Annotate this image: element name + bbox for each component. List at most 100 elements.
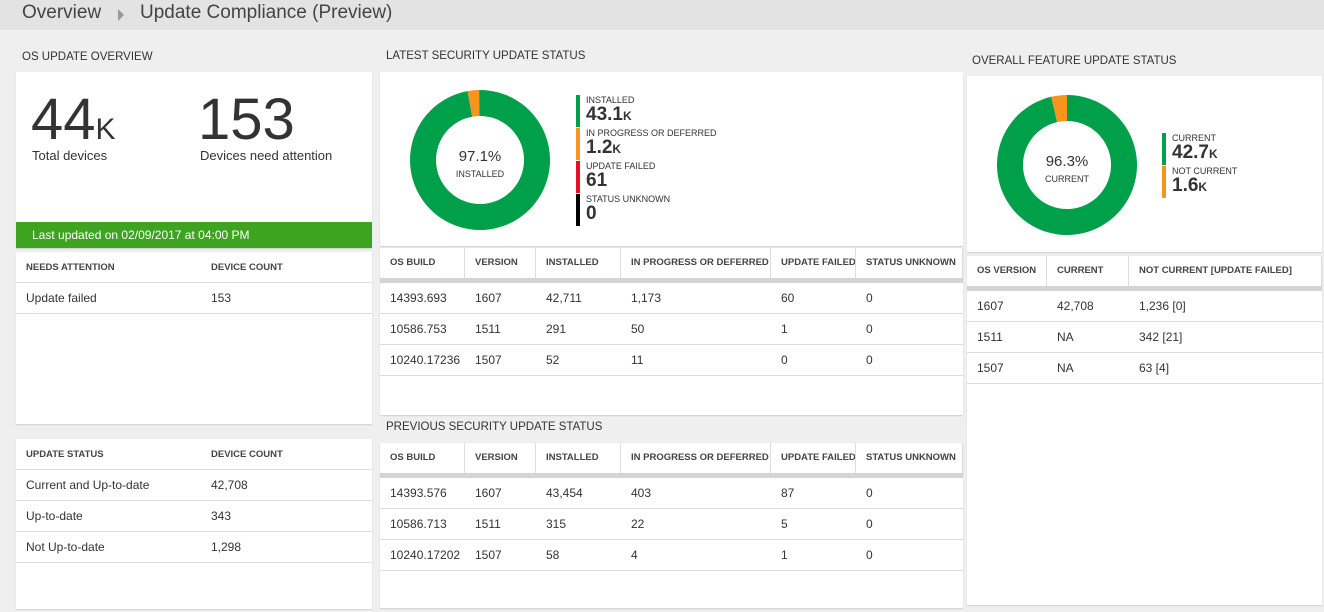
column-header: UPDATE FAILED [771,443,856,473]
table-tile: OS BUILD VERSION INSTALLED IN PROGRESS OR D… [380,248,963,415]
donut-center-label: CURRENT [1045,174,1090,184]
legend-value: 1.6K [1172,175,1208,196]
column-header: NOT CURRENT [UPDATE FAILED] [1129,256,1322,286]
table-cell: Up-to-date [26,509,83,523]
table-cell: 11 [631,353,644,367]
table-row: 1507 NA 63 [4] [967,353,1322,384]
last-updated: Last updated on 02/09/2017 at 04:00 PM [32,228,250,242]
legend-item: STATUS UNKNOWN 0 [576,194,717,227]
table-header: OS BUILD VERSION INSTALLED IN PROGRESS OR D… [380,443,963,478]
column-header: CURRENT [1047,256,1129,286]
legend-swatch [576,161,580,193]
table-cell: 58 [546,548,560,562]
table-row: Update failed 153 [16,283,372,314]
table-cell: 403 [631,486,652,500]
table-cell: 0 [866,486,873,500]
table: UPDATE STATUS DEVICE COUNT Current and Up-… [16,439,372,563]
column-header: STATUS UNKNOWN [856,443,963,473]
table-tile: OS VERSION CURRENT NOT CURRENT [UPDATE FAI… [967,256,1322,605]
legend-value: 0 [586,203,597,224]
donut-center-label: INSTALLED [456,169,505,179]
donut-segment [410,90,550,231]
legend-item: UPDATE FAILED 61 [576,161,717,194]
table-cell: 291 [546,322,567,336]
table-cell: 43,454 [546,486,583,500]
column-header: NEEDS ATTENTION [26,261,115,273]
table-cell: 0 [866,548,873,562]
table-cell: 0 [866,353,873,367]
table-row: Not Up-to-date 1,298 [16,532,372,563]
donut-segment [479,90,480,117]
table-cell: 50 [631,322,645,336]
table-row: 10240.17236 1507 52 11 0 0 [380,345,963,376]
kpi-value: 153 [198,87,295,152]
table-cell: 1 [781,322,788,336]
section-title: OVERALL FEATURE UPDATE STATUS [972,55,1177,67]
table-header: OS VERSION CURRENT NOT CURRENT [UPDATE FAI… [967,256,1322,291]
donut-chart: 96.3% CURRENT [997,95,1137,236]
table-cell: 1607 [475,291,502,305]
table-cell: 10240.17202 [390,548,461,562]
donut-segment [467,90,480,117]
table-cell: 1,173 [631,291,662,305]
table-cell: 153 [211,291,232,305]
legend-label: INSTALLED [586,95,635,105]
table-row: Up-to-date 343 [16,501,372,532]
table-tile: NEEDS ATTENTION DEVICE COUNT Update failed… [16,252,372,424]
table-row: 10240.17202 1507 58 4 1 0 [380,540,963,571]
table-cell: 1507 [475,548,502,562]
column-header: IN PROGRESS OR DEFERRED [621,443,771,473]
last-updated-bar: Last updated on 02/09/2017 at 04:00 PM [16,222,372,248]
table: OS BUILD VERSION INSTALLED IN PROGRESS OR D… [380,443,963,571]
table-cell: 1511 [977,330,1003,344]
header-bar [0,0,1324,30]
table-cell: 42,708 [1057,299,1094,313]
legend-label: UPDATE FAILED [586,161,656,171]
legend-label: CURRENT [1172,133,1216,143]
table-cell: 1507 [977,361,1004,375]
legend-value: 43.1K [586,104,632,125]
table-cell: Current and Up-to-date [26,478,150,492]
table-cell: 1511 [475,517,501,531]
legend-label: STATUS UNKNOWN [586,194,671,204]
table-cell: 1511 [475,322,501,336]
table-cell: 1 [781,548,788,562]
donut-segment [1051,95,1067,123]
table-cell: 1,236 [0] [1139,299,1186,313]
table-header: NEEDS ATTENTION DEVICE COUNT [16,252,372,283]
donut-segment [997,95,1137,236]
table-row: 1511 NA 342 [21] [967,322,1322,353]
table-cell: 0 [866,322,873,336]
legend-value: 61 [586,170,608,191]
kpi-label: Devices need attention [200,148,333,163]
table-cell: 1607 [475,486,502,500]
column-header: OS BUILD [380,443,465,473]
table-cell: 343 [211,509,232,523]
donut-chart: 97.1% INSTALLED [410,90,550,231]
table-cell: 10586.753 [390,322,447,336]
table-row: 10586.753 1511 291 50 1 0 [380,314,963,345]
column-header: INSTALLED [536,248,621,278]
table-cell: 0 [781,353,788,367]
table-cell: 1607 [977,299,1004,313]
legend-item: INSTALLED 43.1K [576,95,717,128]
column-header: OS VERSION [967,256,1047,286]
column-header: UPDATE FAILED [771,248,856,278]
chart-tile[interactable]: 97.1% INSTALLED INSTALLED 43.1K IN PROGRESS … [380,72,963,246]
overview-tile[interactable] [16,72,372,248]
breadcrumb-link[interactable]: Overview [22,2,102,23]
table-cell: 5 [781,517,788,531]
column-header: OS BUILD [380,248,465,278]
table-tile: UPDATE STATUS DEVICE COUNT Current and Up-… [16,439,372,609]
column-header: VERSION [465,248,536,278]
column-header: IN PROGRESS OR DEFERRED [621,248,771,278]
table-cell: 0 [866,291,873,305]
table-cell: 10586.713 [390,517,447,531]
section-title: PREVIOUS SECURITY UPDATE STATUS [386,421,603,433]
donut-center-value: 97.1% [459,148,502,165]
table-cell: 52 [546,353,560,367]
legend-swatch [576,95,580,127]
legend-label: IN PROGRESS OR DEFERRED [586,128,717,138]
table-row: 14393.693 1607 42,711 1,173 60 0 [380,283,963,314]
chart-tile[interactable]: 96.3% CURRENT CURRENT 42.7K NOT CURRENT 1.6K [967,76,1322,252]
